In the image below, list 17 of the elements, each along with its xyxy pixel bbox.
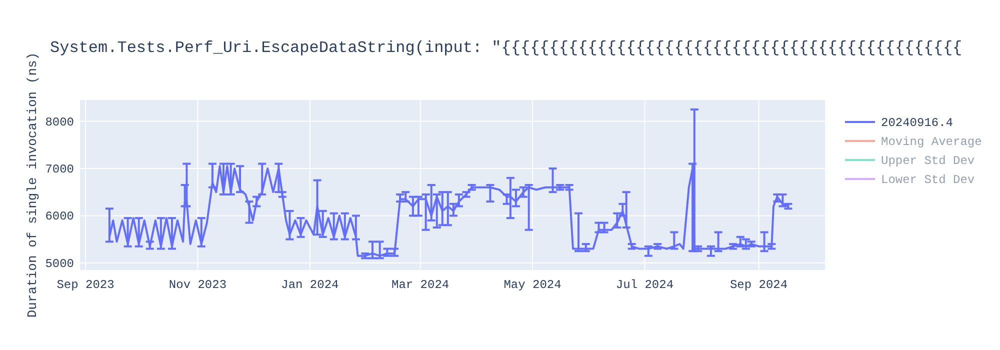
legend-label: Upper Std Dev: [881, 154, 975, 168]
x-tick-label: Sep 2023: [56, 278, 114, 292]
y-axis-title: Duration of single invocation (ns): [25, 52, 40, 318]
x-tick-label: Sep 2024: [730, 278, 788, 292]
legend-label: 20240916.4: [881, 116, 954, 130]
x-tick-label: Jul 2024: [616, 278, 674, 292]
chart-title: System.Tests.Perf_Uri.EscapeDataString(input: "{{{{{{{{{{{{{{{{{{{{{{{{{{{{{{{{{{{{{{{{{{{{{{{{: [50, 39, 962, 57]
y-tick-label: 7000: [45, 162, 74, 176]
y-tick-label: 8000: [45, 115, 74, 130]
x-tick-label: Jan 2024: [281, 278, 339, 292]
y-tick-label: 5000: [45, 256, 74, 271]
legend-label: Moving Average: [881, 135, 982, 149]
x-tick-label: May 2024: [504, 278, 562, 292]
legend-label: Lower Std Dev: [881, 173, 975, 187]
x-tick-label: Nov 2023: [168, 278, 227, 292]
y-tick-label: 6000: [45, 210, 74, 224]
x-tick-label: Mar 2024: [392, 278, 450, 292]
